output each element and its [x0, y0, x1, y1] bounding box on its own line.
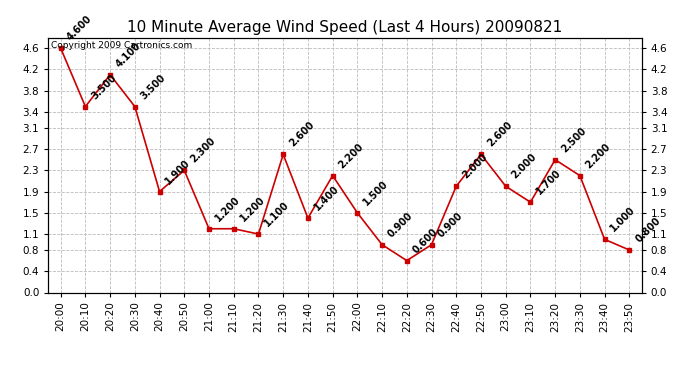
Text: 2.600: 2.600 — [485, 120, 514, 149]
Text: Copyright 2009 Cartronics.com: Copyright 2009 Cartronics.com — [51, 41, 193, 50]
Text: 0.900: 0.900 — [435, 210, 464, 239]
Text: 3.500: 3.500 — [139, 72, 168, 101]
Text: 1.400: 1.400 — [312, 184, 341, 213]
Text: 1.700: 1.700 — [535, 168, 564, 196]
Text: 2.000: 2.000 — [460, 152, 489, 181]
Text: 0.800: 0.800 — [633, 216, 662, 244]
Text: 1.500: 1.500 — [362, 178, 391, 207]
Text: 1.100: 1.100 — [263, 200, 291, 228]
Text: 1.900: 1.900 — [164, 157, 193, 186]
Title: 10 Minute Average Wind Speed (Last 4 Hours) 20090821: 10 Minute Average Wind Speed (Last 4 Hou… — [128, 20, 562, 35]
Text: 2.200: 2.200 — [337, 141, 366, 170]
Text: 2.600: 2.600 — [287, 120, 316, 149]
Text: 1.200: 1.200 — [213, 194, 242, 223]
Text: 4.600: 4.600 — [65, 14, 94, 43]
Text: 1.200: 1.200 — [238, 194, 267, 223]
Text: 0.900: 0.900 — [386, 210, 415, 239]
Text: 1.000: 1.000 — [609, 205, 638, 234]
Text: 3.500: 3.500 — [90, 72, 119, 101]
Text: 2.500: 2.500 — [560, 125, 588, 154]
Text: 2.000: 2.000 — [510, 152, 539, 181]
Text: 0.600: 0.600 — [411, 226, 440, 255]
Text: 2.300: 2.300 — [188, 136, 217, 165]
Text: 2.200: 2.200 — [584, 141, 613, 170]
Text: 4.100: 4.100 — [115, 40, 143, 69]
